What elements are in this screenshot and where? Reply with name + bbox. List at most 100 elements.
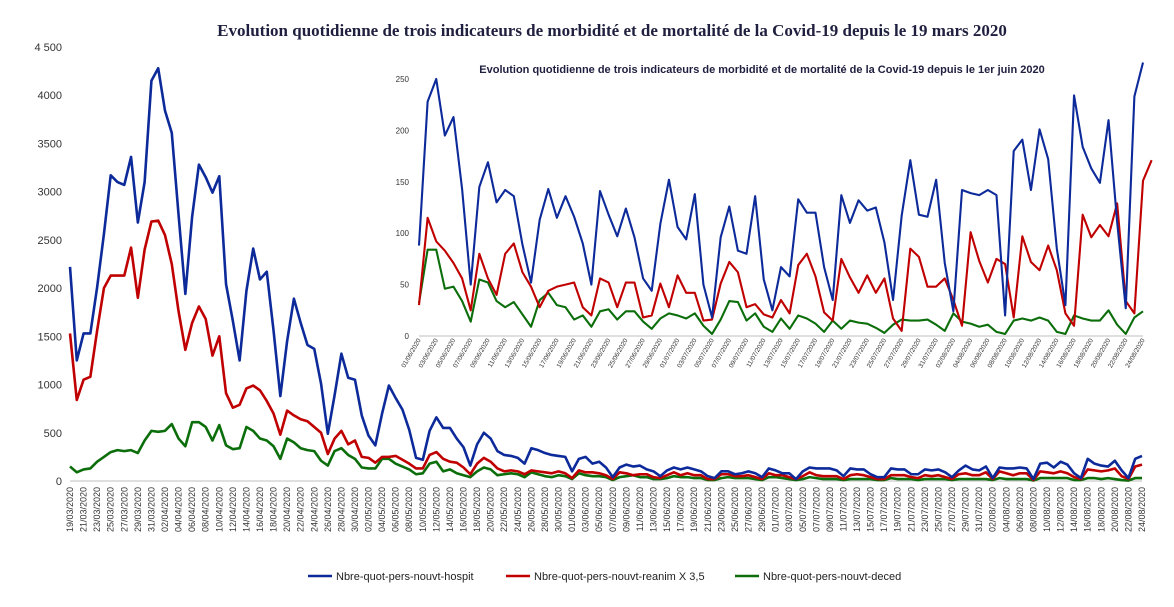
main-chart-title: Evolution quotidienne de trois indicateu… (217, 21, 1007, 40)
main-x-tick-label: 09/06/2020 (621, 487, 631, 532)
main-x-tick-label: 31/03/2020 (146, 487, 156, 532)
main-x-tick-label: 18/05/2020 (472, 487, 482, 532)
inset-y-tick-label: 50 (400, 281, 409, 290)
legend-label-2: Nbre-quot-pers-nouvt-deced (763, 571, 901, 583)
main-x-tick-label: 08/08/2020 (1028, 487, 1038, 532)
main-x-tick-label: 28/04/2020 (336, 487, 346, 532)
main-x-tick-label: 17/07/2020 (879, 487, 889, 532)
main-x-tick-label: 09/07/2020 (825, 487, 835, 532)
main-x-tick-label: 10/04/2020 (214, 487, 224, 532)
main-x-tick-label: 19/07/2020 (893, 487, 903, 532)
main-x-tick-label: 24/05/2020 (513, 487, 523, 532)
inset-series-line-0 (417, 62, 1145, 319)
main-x-tick-label: 16/08/2020 (1083, 487, 1093, 532)
main-x-tick-label: 25/03/2020 (106, 487, 116, 532)
main-x-tick-label: 10/08/2020 (1042, 487, 1052, 532)
main-x-tick-label: 23/07/2020 (920, 487, 930, 532)
main-x-tick-label: 19/03/2020 (65, 487, 75, 532)
main-x-tick-label: 08/05/2020 (404, 487, 414, 532)
main-x-tick-label: 26/05/2020 (526, 487, 536, 532)
main-x-tick-label: 22/08/2020 (1123, 487, 1133, 532)
main-x-tick-label: 23/06/2020 (716, 487, 726, 532)
main-x-tick-label: 12/05/2020 (431, 487, 441, 532)
chart-legend: Nbre-quot-pers-nouvt-hospit Nbre-quot-per… (308, 571, 901, 583)
main-x-tick-label: 03/07/2020 (784, 487, 794, 532)
main-x-tick-label: 06/04/2020 (187, 487, 197, 532)
main-x-tick-label: 17/06/2020 (676, 487, 686, 532)
inset-y-tick-label: 100 (396, 229, 410, 238)
main-series-line-1 (68, 219, 1143, 482)
main-x-tick-label: 31/07/2020 (974, 487, 984, 532)
inset-y-tick-label: 150 (396, 178, 410, 187)
main-x-tick-label: 27/07/2020 (947, 487, 957, 532)
main-x-tick-label: 07/07/2020 (811, 487, 821, 532)
main-series-line-2 (69, 420, 1142, 482)
main-y-tick-label: 2000 (38, 283, 62, 295)
main-x-tick-label: 15/06/2020 (662, 487, 672, 532)
main-x-tick-label: 27/03/2020 (119, 487, 129, 532)
main-x-tick-label: 21/03/2020 (79, 487, 89, 532)
main-x-tick-label: 20/04/2020 (282, 487, 292, 532)
main-x-tick-label: 29/06/2020 (757, 487, 767, 532)
legend-label-0: Nbre-quot-pers-nouvt-hospit (336, 571, 474, 583)
main-x-tick-label: 04/05/2020 (377, 487, 387, 532)
main-x-tick-label: 25/06/2020 (730, 487, 740, 532)
main-x-tick-label: 01/07/2020 (771, 487, 781, 532)
main-x-tick-label: 12/08/2020 (1056, 487, 1066, 532)
main-y-tick-label: 500 (44, 428, 62, 440)
main-x-tick-label: 26/04/2020 (323, 487, 333, 532)
main-x-tick-label: 07/06/2020 (608, 487, 618, 532)
main-x-tick-label: 04/04/2020 (174, 487, 184, 532)
main-x-tick-label: 05/06/2020 (594, 487, 604, 532)
main-x-tick-label: 10/05/2020 (418, 487, 428, 532)
main-x-tick-label: 11/06/2020 (635, 487, 645, 531)
main-x-tick-label: 11/07/2020 (838, 487, 848, 531)
main-x-tick-label: 21/06/2020 (703, 487, 713, 532)
legend-label-1: Nbre-quot-pers-nouvt-reanim X 3,5 (534, 571, 705, 583)
main-x-tick-label: 13/06/2020 (648, 487, 658, 532)
main-y-tick-label: 4000 (38, 90, 62, 102)
main-x-tick-label: 20/08/2020 (1110, 487, 1120, 532)
main-x-tick-label: 19/06/2020 (689, 487, 699, 532)
main-y-tick-label: 0 (56, 476, 62, 488)
main-y-tick-label: 2500 (38, 235, 62, 247)
main-x-tick-label: 30/04/2020 (350, 487, 360, 532)
main-x-tick-label: 08/04/2020 (201, 487, 211, 532)
main-x-tick-label: 15/07/2020 (866, 487, 876, 532)
main-x-tick-label: 22/04/2020 (296, 487, 306, 532)
main-x-tick-label: 22/05/2020 (499, 487, 509, 532)
main-x-tick-label: 18/04/2020 (269, 487, 279, 532)
inset-y-tick-label: 250 (396, 75, 410, 84)
main-x-tick-label: 29/03/2020 (133, 487, 143, 532)
main-x-tick-label: 14/08/2020 (1069, 487, 1079, 532)
main-y-tick-label: 3500 (38, 138, 62, 150)
main-x-tick-label: 29/07/2020 (961, 487, 971, 532)
main-x-tick-label: 06/08/2020 (1015, 487, 1025, 532)
main-x-tick-label: 21/07/2020 (906, 487, 916, 532)
main-x-tick-label: 23/03/2020 (92, 487, 102, 532)
inset-series-line-2 (417, 248, 1144, 335)
inset-chart-title: Evolution quotidienne de trois indicateu… (479, 64, 1044, 76)
main-x-tick-label: 02/04/2020 (160, 487, 170, 532)
inset-y-tick-label: 200 (396, 126, 410, 135)
main-x-tick-label: 01/06/2020 (567, 487, 577, 532)
main-y-tick-label: 4 500 (34, 42, 62, 54)
main-x-tick-label: 24/04/2020 (309, 487, 319, 532)
main-x-tick-label: 16/05/2020 (459, 487, 469, 532)
main-series-line-0 (68, 66, 1143, 481)
main-x-tick-label: 27/06/2020 (743, 487, 753, 532)
main-x-tick-label: 18/08/2020 (1096, 487, 1106, 532)
inset-series-line-1 (417, 159, 1153, 332)
main-y-tick-label: 3000 (38, 187, 62, 199)
inset-y-tick-label: 0 (405, 332, 410, 341)
main-x-tick-label: 03/06/2020 (581, 487, 591, 532)
main-x-tick-label: 14/05/2020 (445, 487, 455, 532)
main-x-tick-label: 30/05/2020 (554, 487, 564, 532)
main-x-tick-label: 12/04/2020 (228, 487, 238, 532)
main-x-tick-label: 04/08/2020 (1001, 487, 1011, 532)
main-x-tick-label: 24/08/2020 (1137, 487, 1147, 532)
